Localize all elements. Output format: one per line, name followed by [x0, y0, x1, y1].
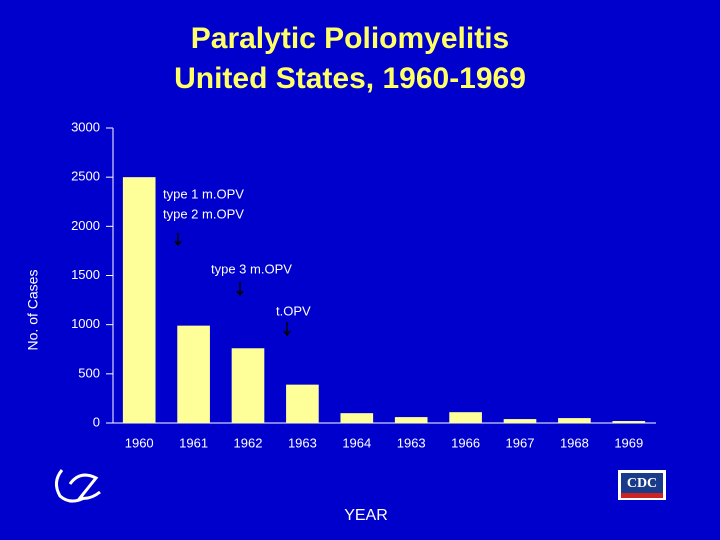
bar	[612, 421, 646, 423]
y-tick-label: 500	[78, 365, 100, 380]
annotation-arrowhead	[283, 330, 291, 337]
logo-text: CDC	[627, 476, 657, 491]
x-tick-label: 1969	[614, 435, 643, 450]
bar	[558, 418, 591, 423]
x-tick-label: 1964	[342, 435, 371, 450]
y-tick-label: 0	[93, 414, 100, 429]
annotation: type 2 m.OPV	[163, 206, 244, 221]
chart-subtitle: United States, 1960-1969	[174, 62, 526, 95]
y-tick-label: 2500	[71, 169, 100, 184]
annotation: type 1 m.OPV	[163, 186, 244, 201]
annotation: type 3 m.OPV	[211, 261, 292, 276]
y-tick-label: 2000	[71, 218, 100, 233]
bar	[503, 419, 537, 423]
y-axis-label: No. of Cases	[25, 270, 41, 351]
y-tick-label: 3000	[71, 119, 100, 134]
x-tick-label: 1968	[560, 435, 589, 450]
x-tick-label: 1963	[288, 435, 317, 450]
bar	[340, 413, 374, 423]
bar	[122, 177, 156, 423]
y-tick-label: 1500	[71, 267, 100, 282]
bar	[177, 325, 210, 423]
bar	[231, 348, 265, 423]
chart-title: Paralytic Poliomyelitis	[191, 22, 509, 55]
x-tick-label: 1966	[451, 435, 480, 450]
x-tick-label: 1967	[506, 435, 535, 450]
annotation: t.OPV	[276, 303, 311, 318]
y-tick-label: 1000	[71, 316, 100, 331]
x-tick-label: 1960	[125, 435, 154, 450]
annotation-arrowhead	[174, 240, 182, 247]
bar	[394, 417, 428, 423]
bar	[449, 412, 482, 423]
annotation-arrowhead	[236, 290, 244, 297]
x-tick-label: 1962	[234, 435, 263, 450]
hhs-logo	[55, 469, 101, 503]
cdc-logo: CDC	[618, 470, 666, 500]
bar	[286, 384, 319, 423]
x-tick-label: 1963	[397, 435, 426, 450]
x-tick-label: 1961	[179, 435, 208, 450]
x-axis-label: YEAR	[344, 507, 388, 524]
